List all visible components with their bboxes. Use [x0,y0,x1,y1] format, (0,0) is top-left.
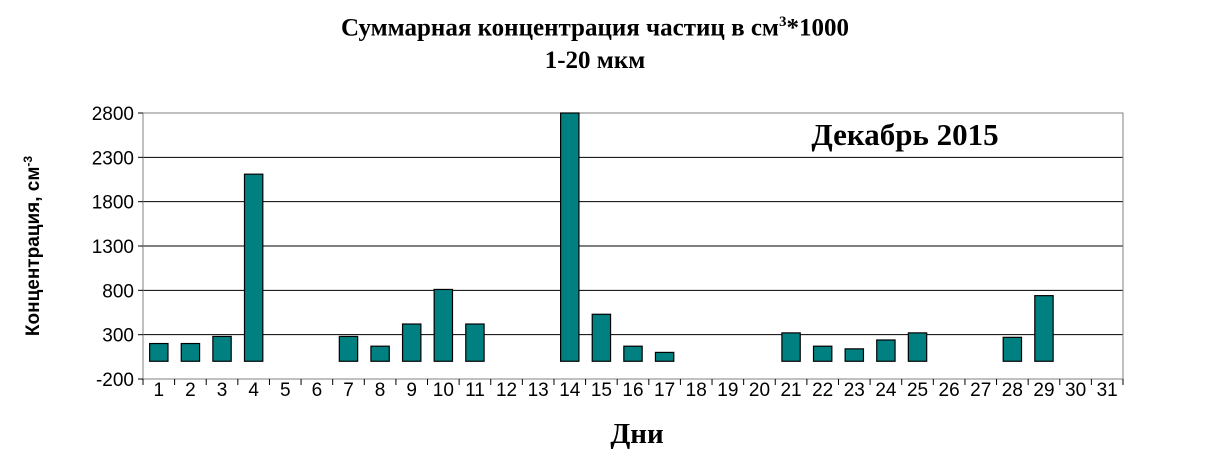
bar-day-2 [180,342,201,362]
x-tick-label: 18 [686,380,707,401]
x-tick-label: 3 [217,380,228,401]
x-axis: 1 2 3 4 5 6 7 8 9 10 11 12 13 14 15 16 17 18 19 20 21 22 23 24 2… [142,379,1124,401]
bar-day-4 [243,173,264,362]
x-tick-label: 30 [1065,380,1086,401]
x-tick-label: 9 [406,380,417,401]
bar-day-29 [1034,295,1054,362]
bar-day-17 [654,351,675,362]
y-axis: -200 300 800 1300 1800 2300 2800 [92,104,143,391]
x-tick-label: 6 [312,380,323,401]
x-tick-label: 8 [375,380,386,401]
x-tick-label: 12 [496,380,517,401]
bar-day-10 [433,288,454,362]
x-tick-label: 1 [154,380,165,401]
bar-day-9 [401,323,422,362]
y-tick-label: 2800 [92,104,134,125]
x-tick-label: 14 [559,380,581,401]
bar-day-23 [844,348,865,362]
x-tick-label: 26 [939,380,960,401]
y-tick-label: 1300 [92,237,134,258]
x-tick-label: 19 [717,380,738,401]
chart-title: Суммарная концентрация частиц в см3*1000 [341,14,849,42]
x-tick-label: 11 [465,380,485,401]
x-tick-label: 31 [1097,380,1118,401]
y-tick-label: 2300 [92,148,134,169]
bar-day-15 [591,313,612,362]
x-tick-label: 21 [780,380,801,401]
y-tick-label: 800 [102,281,134,302]
x-tick-label: 10 [433,380,454,401]
x-tick-label: 5 [280,380,291,401]
x-axis-label: Дни [610,418,663,450]
x-tick-label: 20 [749,380,770,401]
bar-day-1 [149,342,169,362]
bar-day-21 [781,332,801,362]
x-tick-label: 29 [1033,380,1054,401]
x-tick-label: 23 [844,380,865,401]
y-tick-label: 1800 [92,193,134,214]
bar-day-16 [623,345,643,362]
bar-day-7 [338,335,359,362]
month-annotation: Декабрь 2015 [811,117,998,152]
bar-day-22 [812,345,833,362]
x-tick-label: 15 [591,380,612,401]
x-tick-label: 22 [812,380,833,401]
y-tick-label: -200 [96,370,134,391]
bar-day-24 [876,339,896,362]
bar-day-11 [465,323,485,362]
x-tick-label: 4 [248,380,259,401]
bars [149,112,1054,362]
chart-subtitle: 1-20 мкм [544,47,646,74]
x-tick-label: 25 [907,380,928,401]
bar-day-8 [370,345,390,362]
y-tick-label: 300 [102,326,134,347]
x-tick-label: 27 [970,380,991,401]
bar-day-25 [907,332,928,362]
x-tick-label: 24 [875,380,897,401]
x-tick-label: 16 [622,380,643,401]
x-tick-label: 28 [1002,380,1023,401]
x-tick-label: 13 [528,380,549,401]
bar-day-28 [1002,336,1023,362]
bar-day-14 [560,112,580,362]
x-tick-label: 7 [343,380,354,401]
x-tick-label: 17 [654,380,675,401]
x-tick-label: 2 [185,380,196,401]
bar-day-3 [212,335,232,362]
